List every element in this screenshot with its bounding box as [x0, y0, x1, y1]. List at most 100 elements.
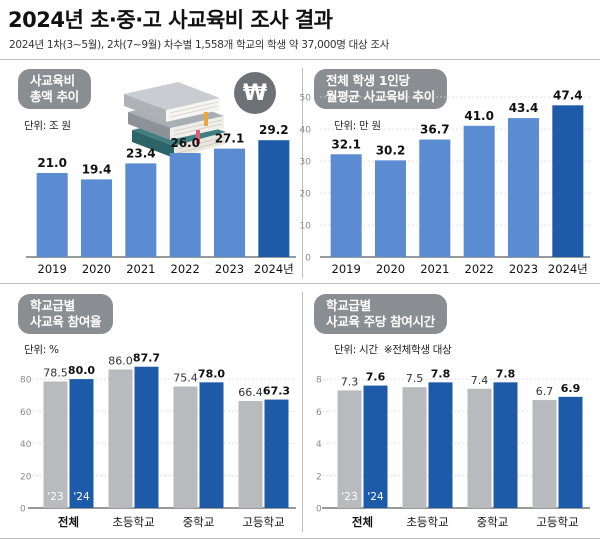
- total-bar-4: [213, 148, 246, 257]
- participation-y-tick-label: 80: [20, 376, 32, 386]
- participation-x-tick-label-1: 초등학교: [112, 515, 154, 529]
- per-student-chart-title-line2: 월평균 사교육비 추이: [326, 89, 435, 104]
- weekly_hours-bar-2023-2: [467, 388, 492, 508]
- per-student-chart-title: 전체 학생 1인당 월평균 사교육비 추이: [314, 69, 447, 109]
- per_student-bar-1: [374, 160, 407, 257]
- participation-data-label-0-0: 78.5: [43, 367, 68, 380]
- participation-x-tick-label-0: 전체: [58, 515, 79, 529]
- total-x-tick-label-2: 2021: [126, 262, 155, 276]
- per_student-data-label-1: 30.2: [376, 143, 406, 157]
- participation-bar-2023-1: [108, 369, 133, 508]
- weekly_hours-data-label-0-0: 7.3: [341, 375, 359, 388]
- per_student-y-tick-label: 50: [300, 94, 312, 104]
- per_student-data-label-5: 47.4: [553, 88, 583, 102]
- weekly_hours-legend-label-0: '23: [341, 491, 357, 503]
- participation-chart-title: 학교급별 사교육 참여율: [18, 294, 114, 334]
- total-bar-3: [169, 153, 201, 257]
- weekly_hours-y-tick-label: 8: [316, 376, 322, 386]
- participation-chart-unit: 단위: %: [24, 344, 59, 356]
- weekly_hours-data-label-1-0: 7.6: [366, 371, 386, 384]
- per_student-x-tick-label-4: 2023: [509, 262, 538, 276]
- total-x-tick-label-3: 2022: [171, 262, 200, 276]
- weekly-hours-unit-text: 단위: 시간: [334, 344, 378, 356]
- participation-chart-title-line1: 학교급별: [30, 298, 75, 313]
- participation-bar-2023-3: [238, 401, 263, 508]
- per_student-x-tick-label-1: 2020: [376, 262, 405, 276]
- won-symbol-glyph: ₩: [243, 81, 267, 106]
- participation-bar-2023-2: [173, 386, 198, 508]
- total-data-label-1: 19.4: [82, 162, 112, 176]
- weekly_hours-y-tick-label: 6: [316, 408, 322, 418]
- participation-bar-2023-0: [43, 381, 68, 508]
- total-bar-2: [125, 163, 157, 257]
- per_student-data-label-3: 41.0: [464, 109, 494, 123]
- weekly_hours-bar-2023-3: [532, 400, 557, 508]
- per_student-bar-0: [330, 154, 362, 257]
- participation-chart-title-line2: 사교육 참여율: [30, 314, 102, 329]
- weekly_hours-bar-2024-1: [428, 382, 453, 508]
- total-chart-title: 사교육비 총액 추이: [18, 69, 91, 109]
- weekly_hours-legend-label-1: '24: [367, 491, 384, 503]
- per_student-data-label-4: 43.4: [509, 101, 539, 115]
- per_student-y-tick-label: 20: [300, 190, 312, 200]
- participation-x-tick-label-3: 고등학교: [242, 515, 284, 529]
- per_student-y-tick-label: 0: [305, 254, 311, 264]
- won-coin-icon: ₩: [232, 70, 278, 116]
- per-student-chart-title-line1: 전체 학생 1인당: [326, 73, 410, 88]
- weekly_hours-data-label-1-1: 7.8: [431, 367, 451, 380]
- per_student-data-label-0: 32.1: [331, 137, 361, 151]
- total-data-label-5: 29.2: [259, 123, 289, 137]
- weekly_hours-x-tick-label-3: 고등학교: [536, 515, 578, 529]
- weekly_hours-bar-2024-0: [363, 385, 388, 508]
- top-divider: [0, 59, 600, 60]
- per_student-bar-3: [463, 125, 495, 257]
- middle-divider: [0, 283, 600, 284]
- weekly_hours-bar-2023-1: [402, 387, 427, 508]
- weekly_hours-x-tick-label-2: 중학교: [477, 515, 509, 529]
- weekly_hours-x-tick-label-1: 초등학교: [406, 515, 448, 529]
- total-bar-5: [258, 140, 290, 257]
- per_student-data-label-2: 36.7: [420, 123, 450, 137]
- weekly_hours-data-label-1-3: 6.9: [561, 382, 581, 395]
- weekly_hours-y-tick-label: 0: [316, 505, 322, 515]
- participation-bar-2024-3: [264, 399, 289, 508]
- per_student-bar-2: [419, 139, 451, 257]
- page-subtitle: 2024년 1차(3~5월), 2차(7~9월) 차수별 1,558개 학교의 …: [9, 39, 390, 51]
- lower-vertical-divider: [302, 292, 303, 532]
- weekly_hours-y-tick-label: 2: [316, 472, 322, 482]
- book-stack-icon: [120, 78, 232, 160]
- total-x-tick-label-1: 2020: [82, 262, 111, 276]
- participation-data-label-1-0: 80.0: [68, 364, 95, 377]
- total-x-tick-label-0: 2019: [38, 262, 67, 276]
- weekly_hours-bar-2024-3: [558, 396, 583, 508]
- participation-y-tick-label: 20: [20, 472, 32, 482]
- total-bar-0: [36, 173, 68, 257]
- participation-bar-2024-0: [69, 379, 94, 508]
- participation-y-tick-label: 40: [20, 440, 32, 450]
- participation-y-tick-label: 0: [20, 505, 26, 515]
- per_student-x-tick-label-0: 2019: [332, 262, 361, 276]
- weekly_hours-data-label-0-3: 6.7: [536, 385, 554, 398]
- weekly_hours-y-tick-label: 4: [316, 440, 322, 450]
- participation-data-label-1-2: 78.0: [198, 367, 225, 380]
- per_student-y-tick-label: 40: [300, 126, 312, 136]
- total-data-label-3: 26.0: [170, 136, 200, 150]
- total-x-tick-label-5: 2024년: [254, 262, 294, 276]
- weekly_hours-x-tick-label-0: 전체: [352, 515, 373, 529]
- weekly_hours-bar-2024-2: [493, 382, 518, 508]
- total-x-tick-label-4: 2023: [215, 262, 244, 276]
- weekly-hours-chart-unit: 단위: 시간 ※전체학생 대상: [334, 342, 452, 357]
- participation-bar-2024-1: [134, 366, 159, 508]
- participation-data-label-0-1: 86.0: [108, 354, 133, 367]
- total-data-label-0: 21.0: [37, 156, 67, 170]
- weekly-hours-note: ※전체학생 대상: [383, 344, 452, 356]
- total-chart-title-line1: 사교육비: [30, 73, 75, 88]
- weekly_hours-data-label-0-2: 7.4: [471, 374, 489, 387]
- per_student-bar-5: [552, 105, 584, 257]
- participation-data-label-1-1: 87.7: [133, 352, 160, 365]
- total-bar-1: [80, 179, 113, 257]
- upper-vertical-divider: [302, 68, 303, 278]
- total-chart-unit: 단위: 조 원: [24, 120, 71, 132]
- weekly_hours-data-label-1-2: 7.8: [496, 367, 516, 380]
- total-chart-title-line2: 총액 추이: [30, 89, 79, 104]
